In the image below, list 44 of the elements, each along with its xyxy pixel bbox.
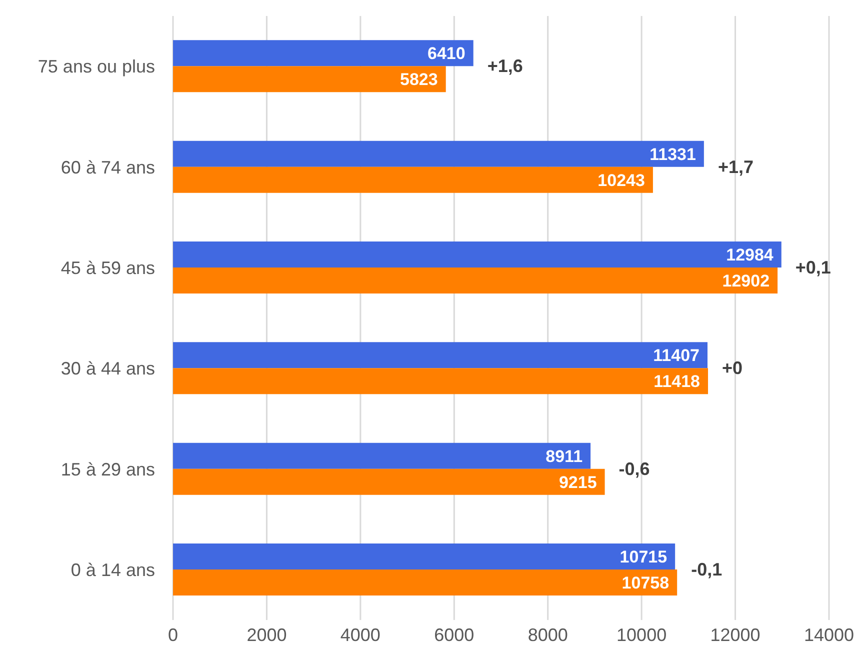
annotation: -0,1 <box>691 559 722 580</box>
annotation: +0,1 <box>795 257 831 278</box>
bar <box>173 368 708 394</box>
x-tick-label: 14000 <box>804 624 854 645</box>
x-tick-label: 0 <box>168 624 178 645</box>
data-label: 11418 <box>654 372 700 392</box>
bar <box>173 569 678 596</box>
bar <box>173 543 676 570</box>
y-tick-label: 45 à 59 ans <box>60 258 155 278</box>
bar <box>173 442 591 469</box>
data-label: 12984 <box>726 246 774 265</box>
data-label: 5823 <box>400 70 438 90</box>
data-label: 8911 <box>546 446 583 466</box>
annotation: +1,6 <box>487 56 523 76</box>
bar <box>173 342 708 368</box>
bar <box>173 66 446 92</box>
data-label: 11407 <box>653 346 700 366</box>
x-tick-label: 4000 <box>340 624 380 645</box>
annotation: +1,7 <box>718 156 754 177</box>
annotation: +0 <box>722 358 743 378</box>
data-label: 9215 <box>558 472 597 492</box>
data-label: 10715 <box>620 548 668 567</box>
data-label: 6410 <box>428 44 466 64</box>
bar <box>173 267 778 294</box>
y-tick-label: 75 ans ou plus <box>38 56 155 77</box>
y-tick-label: 30 à 44 ans <box>60 358 155 379</box>
bar <box>173 140 704 167</box>
data-label: 10243 <box>598 170 645 190</box>
x-tick-label: 2000 <box>246 624 287 645</box>
y-tick-label: 15 à 29 ans <box>60 459 155 480</box>
bar <box>173 468 605 495</box>
y-tick-label: 0 à 14 ans <box>70 560 155 580</box>
annotation: -0,6 <box>618 458 650 479</box>
data-label: 12902 <box>722 272 770 291</box>
x-tick-label: 12000 <box>710 624 760 645</box>
bar <box>173 166 653 193</box>
data-label: 11331 <box>650 144 696 164</box>
bar <box>173 40 474 66</box>
x-tick-label: 10000 <box>616 624 667 645</box>
y-tick-label: 60 à 74 ans <box>60 157 155 178</box>
bar <box>173 241 782 268</box>
x-tick-label: 8000 <box>528 624 568 645</box>
x-tick-label: 6000 <box>434 624 474 645</box>
data-label: 10758 <box>622 574 670 593</box>
